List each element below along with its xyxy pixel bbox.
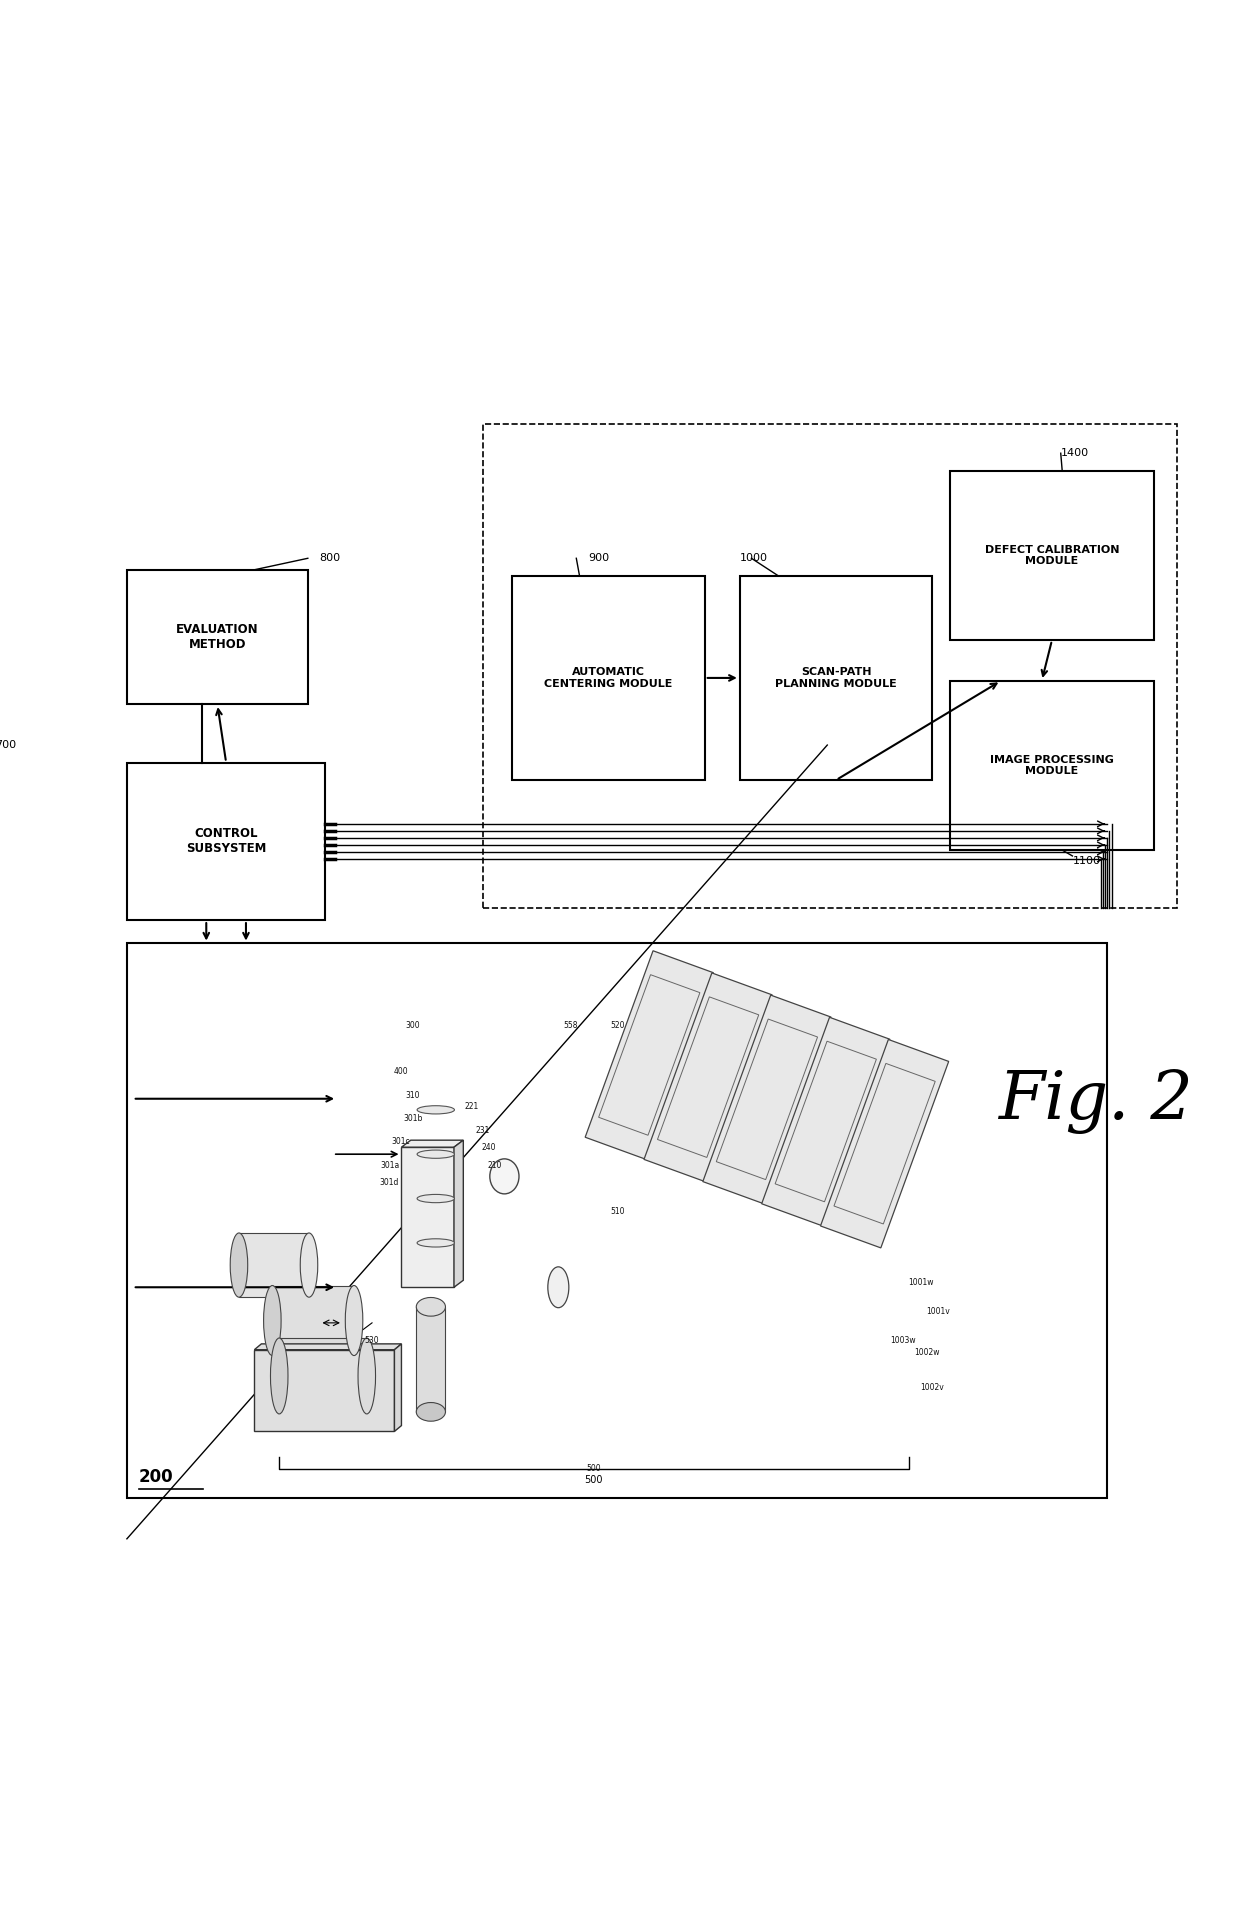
Text: 1400: 1400	[1060, 448, 1089, 457]
Bar	[512, 577, 704, 780]
Bar	[126, 944, 1107, 1497]
Polygon shape	[703, 996, 831, 1203]
Polygon shape	[254, 1343, 402, 1349]
Ellipse shape	[264, 1286, 281, 1355]
Text: SCAN-PATH
PLANNING MODULE: SCAN-PATH PLANNING MODULE	[775, 667, 897, 688]
Text: 510: 510	[610, 1207, 625, 1217]
Bar	[417, 1307, 445, 1413]
Text: 1000: 1000	[740, 554, 768, 563]
Text: 558: 558	[563, 1021, 578, 1030]
Bar	[950, 471, 1154, 640]
Ellipse shape	[345, 1286, 363, 1355]
Ellipse shape	[270, 1338, 288, 1415]
Polygon shape	[585, 951, 713, 1159]
Polygon shape	[402, 1140, 464, 1147]
Polygon shape	[644, 973, 773, 1182]
Bar	[273, 1286, 355, 1355]
Ellipse shape	[300, 1234, 317, 1297]
Ellipse shape	[548, 1267, 569, 1307]
Text: 301b: 301b	[403, 1115, 423, 1122]
Text: 400: 400	[394, 1067, 408, 1076]
Polygon shape	[394, 1343, 402, 1432]
Ellipse shape	[231, 1234, 248, 1297]
Text: 240: 240	[481, 1144, 496, 1153]
Text: Fig. 2: Fig. 2	[998, 1069, 1193, 1134]
Text: 301d: 301d	[379, 1178, 399, 1188]
Ellipse shape	[417, 1240, 454, 1247]
Text: 1100: 1100	[1073, 855, 1100, 867]
Text: 221: 221	[464, 1103, 479, 1111]
Text: DEFECT CALIBRATION
MODULE: DEFECT CALIBRATION MODULE	[985, 544, 1120, 567]
Polygon shape	[821, 1040, 949, 1247]
Text: 200: 200	[139, 1468, 174, 1486]
Bar	[254, 1349, 394, 1432]
Text: 500: 500	[584, 1476, 603, 1486]
Bar	[239, 1234, 309, 1297]
Bar	[950, 680, 1154, 850]
Ellipse shape	[417, 1194, 454, 1203]
Ellipse shape	[417, 1149, 454, 1159]
Text: 520: 520	[610, 1021, 625, 1030]
Text: IMAGE PROCESSING
MODULE: IMAGE PROCESSING MODULE	[990, 755, 1114, 776]
Text: 1002v: 1002v	[920, 1382, 944, 1392]
Text: 800: 800	[320, 554, 341, 563]
Text: 210: 210	[487, 1161, 502, 1170]
Text: 300: 300	[405, 1021, 420, 1030]
Polygon shape	[454, 1140, 464, 1288]
Text: 900: 900	[588, 554, 609, 563]
Text: AUTOMATIC
CENTERING MODULE: AUTOMATIC CENTERING MODULE	[544, 667, 672, 688]
Text: 1003w: 1003w	[890, 1336, 916, 1345]
Bar	[402, 1147, 454, 1288]
Text: 310: 310	[405, 1092, 420, 1099]
Text: 301c: 301c	[392, 1138, 410, 1146]
Text: EVALUATION
METHOD: EVALUATION METHOD	[176, 623, 259, 652]
Bar	[482, 425, 1178, 909]
Text: 231: 231	[476, 1126, 490, 1134]
Text: 1001w: 1001w	[908, 1278, 934, 1286]
Ellipse shape	[417, 1105, 454, 1115]
Bar	[126, 571, 308, 703]
Polygon shape	[761, 1017, 890, 1226]
Ellipse shape	[417, 1297, 445, 1317]
Text: 1001v: 1001v	[926, 1307, 950, 1317]
Text: CONTROL
SUBSYSTEM: CONTROL SUBSYSTEM	[186, 826, 267, 855]
Text: 301a: 301a	[379, 1161, 399, 1170]
Ellipse shape	[417, 1403, 445, 1420]
Text: 530: 530	[365, 1336, 379, 1345]
Bar	[126, 763, 325, 921]
Ellipse shape	[358, 1338, 376, 1415]
Text: 1002w: 1002w	[914, 1347, 939, 1357]
Bar	[740, 577, 932, 780]
Ellipse shape	[490, 1159, 520, 1194]
Text: 700: 700	[0, 740, 16, 750]
Bar	[279, 1338, 367, 1415]
Text: 500: 500	[587, 1465, 601, 1474]
